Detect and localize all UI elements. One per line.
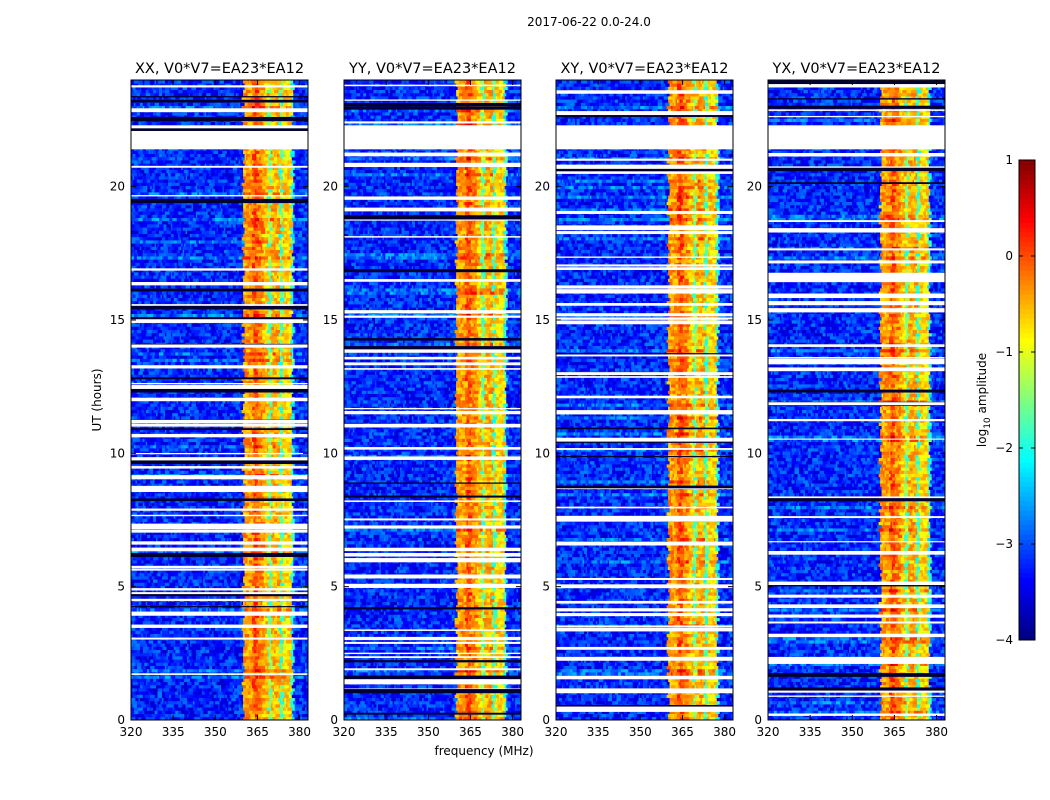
panel-2: XY, V0*V7=EA23*EA12 320 335 350 365 380 0 5 10 15… xyxy=(535,61,736,739)
y-tick-label: 0 xyxy=(754,713,762,727)
spectrogram-panels: XX, V0*V7=EA23*EA12 320 335 350 365 380 0 5 10 15… xyxy=(110,61,948,739)
y-tick-label: 5 xyxy=(542,580,550,594)
y-tick-label: 0 xyxy=(330,713,338,727)
x-tick-label: 335 xyxy=(375,725,398,739)
y-tick-label: 10 xyxy=(110,446,125,460)
panel-frame xyxy=(767,79,946,721)
colorbar-tick-label: 1 xyxy=(1005,153,1013,167)
x-axis-label: frequency (MHz) xyxy=(434,744,533,758)
colorbar-frame xyxy=(1018,159,1036,641)
heatmap xyxy=(768,80,945,720)
x-tick-label: 320 xyxy=(545,725,568,739)
y-tick-label: 15 xyxy=(747,313,762,327)
y-axis-label: UT (hours) xyxy=(90,368,104,431)
x-tick-label: 320 xyxy=(120,725,143,739)
panel-frame xyxy=(343,79,522,721)
x-tick-label: 380 xyxy=(925,725,948,739)
x-tick-label: 350 xyxy=(629,725,652,739)
x-tick-label: 350 xyxy=(204,725,227,739)
y-tick-label: 15 xyxy=(323,313,338,327)
panel-title: YY, V0*V7=EA23*EA12 xyxy=(348,61,516,77)
y-tick-label: 5 xyxy=(330,580,338,594)
colorbar-label: log10 amplitude xyxy=(975,353,993,447)
x-tick-label: 365 xyxy=(246,725,269,739)
figure-suptitle: 2017-06-22 0.0-24.0 xyxy=(527,15,651,29)
y-tick-label: 5 xyxy=(754,580,762,594)
y-tick-label: 20 xyxy=(747,180,762,194)
x-tick-label: 365 xyxy=(459,725,482,739)
panel-1: YY, V0*V7=EA23*EA12 320 335 350 365 380 0 5 10 15… xyxy=(323,61,524,739)
heatmap xyxy=(131,80,308,720)
x-tick-label: 380 xyxy=(288,725,311,739)
y-tick-label: 10 xyxy=(323,446,338,460)
colorbar-tick-label: −2 xyxy=(995,441,1013,455)
x-tick-label: 320 xyxy=(757,725,780,739)
x-tick-label: 380 xyxy=(501,725,524,739)
panel-title: XX, V0*V7=EA23*EA12 xyxy=(135,61,304,77)
x-tick-label: 335 xyxy=(799,725,822,739)
x-tick-label: 380 xyxy=(713,725,736,739)
panel-0: XX, V0*V7=EA23*EA12 320 335 350 365 380 0 5 10 15… xyxy=(110,61,311,739)
y-tick-label: 15 xyxy=(535,313,550,327)
x-tick-label: 335 xyxy=(587,725,610,739)
panel-frame xyxy=(130,79,309,721)
heatmap xyxy=(556,80,733,720)
y-tick-label: 20 xyxy=(110,180,125,194)
colorbar: 1 0 −1 −2 −3 −4 log10 amplitude xyxy=(975,153,1036,647)
y-tick-label: 20 xyxy=(535,180,550,194)
colorbar-tick-label: 0 xyxy=(1005,249,1013,263)
x-tick-label: 320 xyxy=(333,725,356,739)
colorbar-tick-label: −1 xyxy=(995,345,1013,359)
y-tick-label: 15 xyxy=(110,313,125,327)
x-tick-label: 365 xyxy=(883,725,906,739)
y-tick-label: 20 xyxy=(323,180,338,194)
panel-title: XY, V0*V7=EA23*EA12 xyxy=(560,61,728,77)
panel-3: YX, V0*V7=EA23*EA12 320 335 350 365 380 0 5 10 15… xyxy=(747,61,948,739)
x-tick-label: 365 xyxy=(671,725,694,739)
y-tick-label: 10 xyxy=(535,446,550,460)
x-tick-label: 350 xyxy=(841,725,864,739)
heatmap xyxy=(344,80,521,720)
y-tick-label: 0 xyxy=(117,713,125,727)
x-tick-label: 350 xyxy=(417,725,440,739)
y-tick-label: 5 xyxy=(117,580,125,594)
y-tick-label: 0 xyxy=(542,713,550,727)
x-tick-label: 335 xyxy=(162,725,185,739)
panel-frame xyxy=(555,79,734,721)
colorbar-tick-label: −4 xyxy=(995,633,1013,647)
y-tick-label: 10 xyxy=(747,446,762,460)
panel-title: YX, V0*V7=EA23*EA12 xyxy=(771,61,940,77)
colorbar-tick-label: −3 xyxy=(995,537,1013,551)
